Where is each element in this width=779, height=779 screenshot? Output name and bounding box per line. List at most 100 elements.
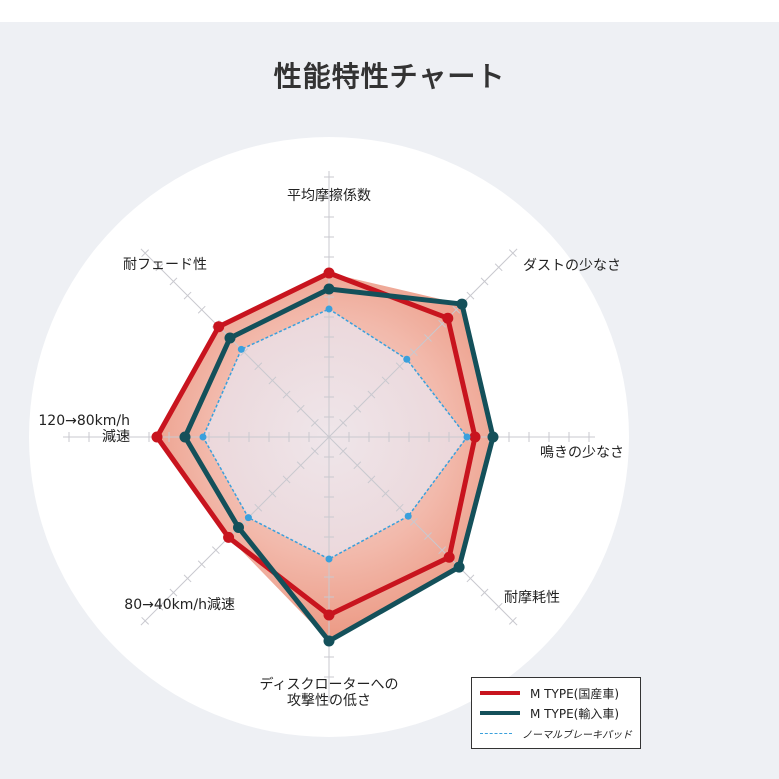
axis-tick bbox=[367, 390, 376, 399]
data-point bbox=[323, 609, 335, 621]
axis-tick bbox=[141, 249, 150, 258]
axis-tick bbox=[197, 305, 206, 314]
axis-label: 平均摩擦係数 bbox=[229, 188, 429, 204]
legend-item: ノーマルブレーキパッド bbox=[480, 723, 632, 743]
axis-tick bbox=[211, 546, 220, 555]
data-point bbox=[325, 555, 333, 563]
axis-tick bbox=[466, 291, 475, 300]
data-point bbox=[179, 431, 191, 443]
data-point bbox=[403, 355, 411, 363]
data-point bbox=[323, 283, 335, 295]
data-point bbox=[323, 267, 335, 279]
data-point bbox=[325, 305, 333, 313]
axis-tick bbox=[240, 517, 249, 526]
axis-tick bbox=[452, 305, 461, 314]
axis-label-line: 120→80km/h bbox=[38, 413, 130, 429]
axis-tick bbox=[508, 616, 517, 625]
legend-swatch-teal bbox=[480, 711, 520, 715]
axis-label: 120→80km/h 減速 bbox=[38, 413, 130, 445]
axis-label-line: 80→40km/h減速 bbox=[124, 597, 235, 613]
axis-label: ディスクローターへの 攻撃性の低さ bbox=[229, 677, 429, 709]
legend-item: M TYPE(輸入車) bbox=[480, 703, 632, 723]
axis-tick bbox=[494, 263, 503, 272]
axis-tick bbox=[296, 461, 305, 470]
axis-line bbox=[140, 248, 330, 438]
axis-tick bbox=[310, 447, 319, 456]
axis-tick bbox=[183, 291, 192, 300]
axis-tick bbox=[381, 489, 390, 498]
axis-label-line: ダストの少なさ bbox=[523, 258, 621, 274]
legend-label: M TYPE(輸入車) bbox=[530, 706, 620, 721]
axis-label-line: 鳴きの少なさ bbox=[540, 445, 624, 461]
axis-tick bbox=[183, 574, 192, 583]
axis-line bbox=[328, 248, 518, 438]
axis-label-line: 耐フェード性 bbox=[123, 257, 207, 273]
axis-tick bbox=[480, 588, 489, 597]
axis-tick bbox=[141, 616, 150, 625]
axis-tick bbox=[353, 461, 362, 470]
legend-swatch-blue bbox=[480, 732, 512, 734]
data-point bbox=[151, 431, 163, 443]
axis-tick bbox=[424, 532, 432, 540]
data-point bbox=[244, 514, 252, 522]
axis-tick bbox=[494, 602, 503, 611]
axis-tick bbox=[282, 390, 291, 399]
axis-tick bbox=[381, 376, 390, 385]
legend-item: M TYPE(国産車) bbox=[480, 683, 632, 703]
data-point bbox=[487, 431, 499, 443]
axis-label: ダストの少なさ bbox=[523, 258, 621, 274]
data-point bbox=[213, 321, 225, 333]
axis-label: 鳴きの少なさ bbox=[540, 445, 624, 461]
axis-tick bbox=[466, 574, 475, 583]
axis-tick bbox=[268, 376, 277, 385]
axis-tick bbox=[155, 263, 164, 272]
data-point bbox=[237, 345, 245, 353]
legend-label: M TYPE(国産車) bbox=[530, 686, 620, 701]
axis-tick bbox=[424, 334, 432, 342]
data-point bbox=[443, 551, 455, 563]
axis-tick bbox=[296, 404, 305, 413]
series-line-2 bbox=[202, 308, 468, 560]
axis-label: 80→40km/h減速 bbox=[124, 597, 235, 613]
data-point bbox=[232, 522, 244, 534]
axis-tick bbox=[268, 489, 277, 498]
chart-title: 性能特性チャート bbox=[273, 60, 506, 93]
axis-tick bbox=[310, 418, 319, 427]
axis-tick bbox=[339, 418, 348, 427]
axis-tick bbox=[254, 503, 263, 512]
axis-tick bbox=[339, 447, 348, 456]
axis-tick bbox=[240, 348, 249, 357]
axis-line bbox=[328, 436, 518, 626]
data-point bbox=[223, 531, 235, 543]
data-point bbox=[404, 512, 412, 520]
axis-label: 耐摩耗性 bbox=[504, 590, 560, 606]
data-point bbox=[323, 635, 335, 647]
axis-tick bbox=[197, 560, 206, 569]
axis-tick bbox=[169, 277, 178, 286]
data-point bbox=[469, 431, 481, 443]
axis-tick bbox=[438, 546, 447, 555]
legend-label: ノーマルブレーキパッド bbox=[522, 729, 632, 741]
axis-label-line: 平均摩擦係数 bbox=[287, 188, 371, 204]
axis-label-line: 減速 bbox=[102, 429, 130, 445]
legend: M TYPE(国産車) M TYPE(輸入車) ノーマルブレーキパッド bbox=[471, 677, 641, 749]
axis-tick bbox=[254, 362, 263, 371]
axis-tick bbox=[395, 503, 404, 512]
axis-tick bbox=[409, 517, 418, 526]
axis-label: 耐フェード性 bbox=[123, 257, 207, 273]
data-point bbox=[463, 433, 471, 441]
axis-label-line: 耐摩耗性 bbox=[504, 590, 560, 606]
axis-tick bbox=[395, 362, 404, 371]
axis-tick bbox=[169, 588, 178, 597]
axis-tick bbox=[438, 319, 447, 328]
data-point bbox=[453, 561, 465, 573]
axis-tick bbox=[508, 249, 517, 258]
legend-swatch-red bbox=[480, 691, 520, 695]
axis-tick bbox=[155, 602, 164, 611]
axis-tick bbox=[353, 404, 362, 413]
axis-tick bbox=[480, 277, 489, 286]
axis-label-line: ディスクローターへの bbox=[259, 677, 399, 693]
data-point bbox=[456, 298, 468, 310]
